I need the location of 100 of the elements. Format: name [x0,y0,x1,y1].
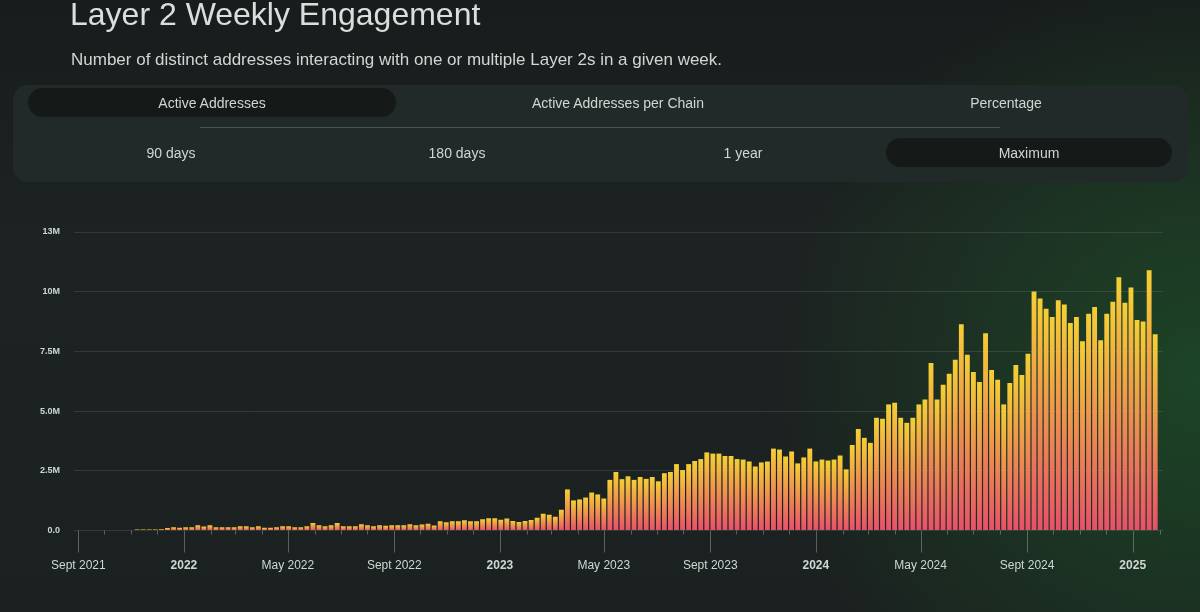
bar [698,459,704,530]
bar [813,461,819,530]
bar [783,456,788,530]
bar [268,527,273,530]
bar [298,527,304,530]
bar [474,521,479,530]
bar [389,525,395,530]
bar [334,523,340,530]
bar [916,404,922,530]
bar [880,418,885,530]
bar [1019,375,1025,530]
y-tick-label: 7.5M [39,345,60,356]
bar [1098,340,1104,530]
bar [1080,341,1085,530]
x-tick-label: Sept 2021 [50,558,107,573]
x-tick-label: May 2022 [261,558,315,573]
bar [946,373,952,530]
bar [274,527,279,530]
bar [1067,322,1073,530]
bar [855,429,861,530]
bar [558,509,564,530]
bar [1116,277,1122,530]
bar [498,519,504,530]
bar [431,525,437,530]
bar [710,453,716,530]
bar [940,384,946,530]
bar [758,462,764,530]
bar [861,437,867,530]
bar [237,526,243,530]
bar [189,527,195,530]
bar [1007,382,1013,530]
bar [674,464,679,530]
x-tick-label: Sept 2022 [366,558,422,573]
bar [867,442,873,530]
bar [195,525,201,530]
y-tick-label: 0.0 [47,524,60,535]
bar [607,479,613,530]
bar [346,526,352,530]
bar [1001,404,1007,530]
bar [1043,308,1049,530]
bar [492,518,498,530]
chart-subtitle: Number of distinct addresses interacting with one or multiple Layer 2s in a given week. [71,50,723,69]
bar [304,526,310,530]
bar [1110,301,1116,530]
bar [637,477,643,530]
bar [734,459,740,530]
bar [649,477,655,530]
bar [995,379,1001,530]
y-tick-label: 5.0M [39,405,60,416]
x-tick-label: 2022 [170,558,198,573]
bar [910,417,916,530]
bar [964,354,970,530]
y-tick-label: 10M [42,286,60,297]
bar [1061,304,1067,530]
bar [1092,306,1098,530]
bar [740,459,746,530]
bar [971,371,976,530]
bar [746,461,752,530]
bar [407,524,413,530]
bar [686,464,692,530]
tab-label: 1 year [722,143,764,163]
bar [504,518,510,530]
bar [795,463,801,530]
bar [837,455,843,530]
bar [201,526,207,530]
bar [704,452,710,530]
bar [874,417,879,530]
bar [262,527,267,530]
bar [225,527,231,530]
bar [1104,313,1110,530]
bar [449,521,455,530]
bar [631,479,637,530]
x-tick-label: May 2023 [577,558,631,573]
bar [231,527,237,530]
bar [358,524,364,530]
bar [771,448,776,530]
bar [886,404,892,530]
bar [243,526,249,530]
bar [455,521,461,530]
tab-label: 90 days [145,143,197,163]
x-tick-label: May 2024 [894,558,948,573]
bar [692,461,698,530]
bar [286,526,292,530]
x-tick-label: 2024 [802,558,830,573]
tab-label: 180 days [427,143,487,163]
bar [486,518,492,530]
y-tick-label: 2.5M [39,465,60,476]
bar [643,478,649,530]
bar [655,481,661,530]
x-tick-label: Sept 2024 [999,558,1055,573]
bar [207,525,213,530]
x-tick-label: 2023 [486,558,514,573]
bar [952,359,958,530]
bar [1037,298,1043,530]
bar [583,497,589,530]
bar [565,489,570,530]
bar [540,513,546,530]
bar [752,466,758,530]
bar [437,521,443,530]
bar [401,525,407,530]
